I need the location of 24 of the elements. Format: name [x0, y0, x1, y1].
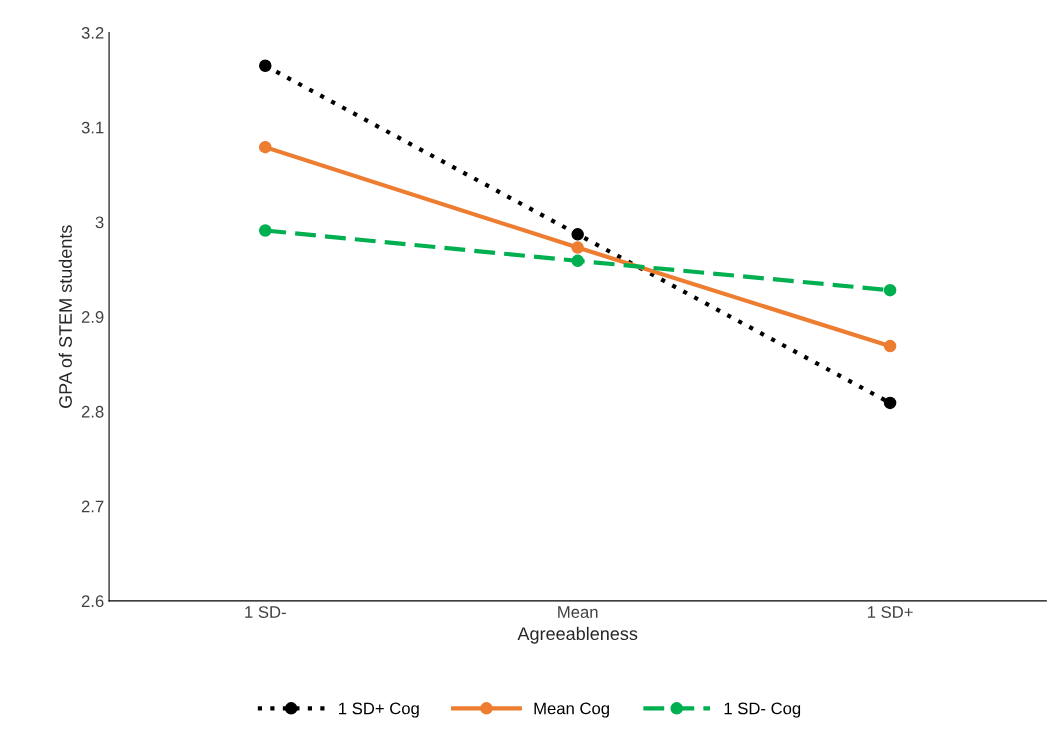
point — [883, 283, 897, 297]
y-tick-label: 2.7 — [81, 500, 104, 513]
point — [571, 241, 584, 254]
point — [259, 140, 272, 154]
point — [571, 228, 584, 241]
y-tick-label: 3 — [95, 216, 104, 229]
y-tick-label: 3.1 — [81, 121, 104, 134]
legend-label: 1 SD+ Cog — [339, 702, 419, 718]
x-tick-label: Mean — [558, 606, 598, 618]
legend-label: Mean Cog — [534, 702, 609, 718]
y-tick-label: 2.6 — [81, 595, 104, 608]
y-axis-title: GPA of STEM students — [58, 225, 72, 408]
point — [571, 254, 584, 268]
x-tick-label: 1 SD- — [245, 606, 286, 618]
point — [259, 224, 272, 237]
point — [883, 339, 897, 353]
x-tick-label: 1 SD+ — [867, 606, 913, 618]
y-tick-label: 3.2 — [81, 26, 104, 39]
y-tick-label: 2.9 — [81, 311, 104, 323]
point — [883, 396, 897, 410]
x-axis-title: Agreeableness — [517, 626, 638, 644]
point — [259, 59, 272, 72]
legend-label: 1 SD- Cog — [724, 702, 801, 718]
y-tick-label: 2.8 — [81, 405, 104, 418]
